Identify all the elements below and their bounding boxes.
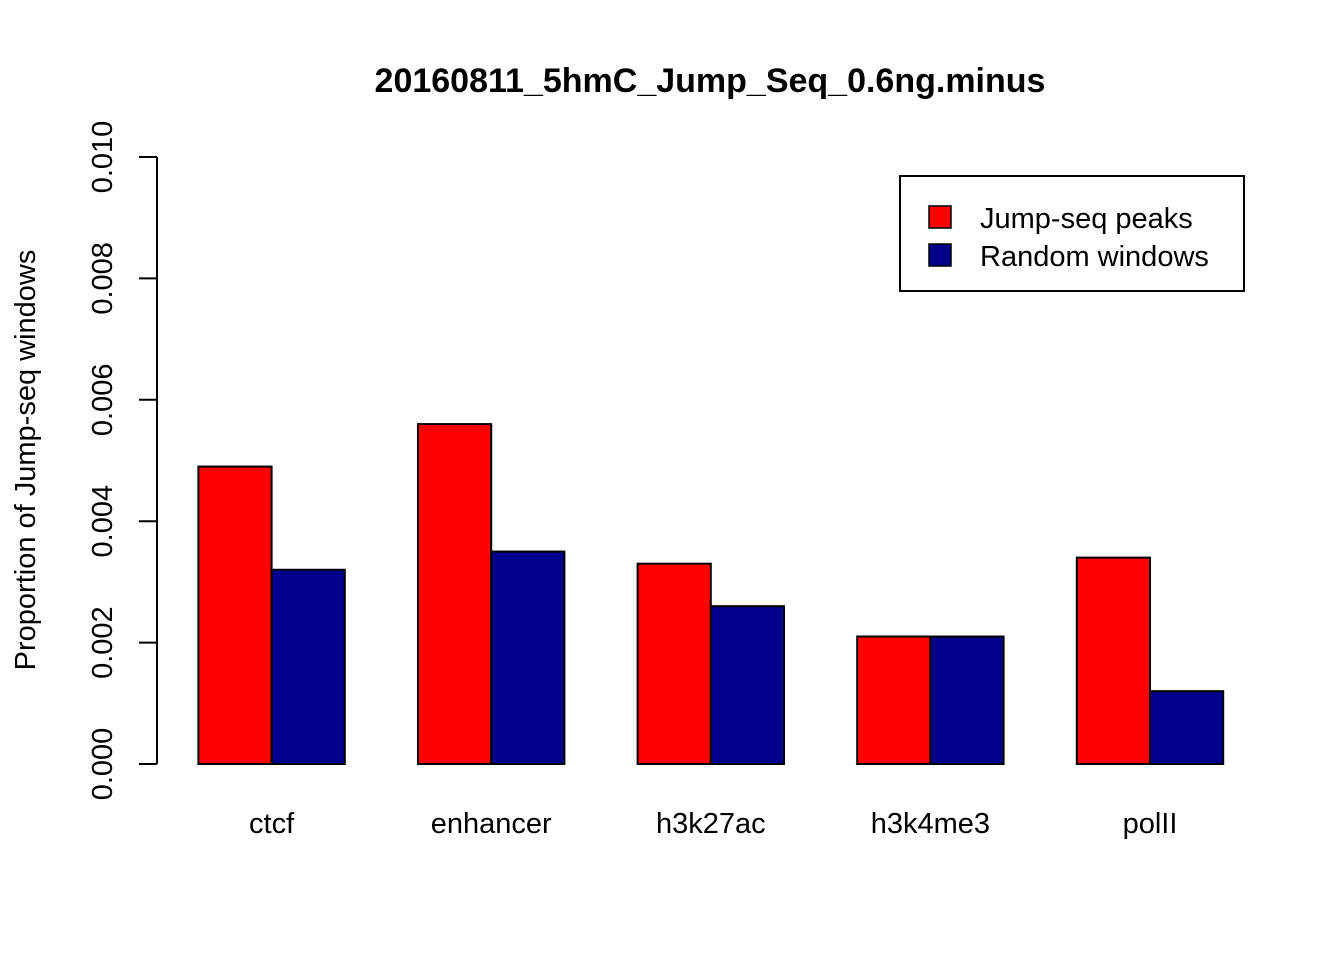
bar-polII-jump-seq-peaks (1075, 556, 1152, 765)
y-tick-label: 0.006 (87, 364, 119, 437)
category-labels: ctcf enhancer h3k27ac h3k4me3 polII (249, 808, 1177, 840)
legend-box (899, 175, 1245, 292)
bars (197, 423, 1225, 766)
bar-enhancer-jump-seq-peaks (417, 423, 493, 765)
y-tick-label: 0.004 (87, 485, 119, 558)
bar-h3k4me3-random-windows (929, 635, 1005, 766)
legend-swatch-random-windows (928, 243, 952, 267)
chart-title: 20160811_5hmC_Jump_Seq_0.6ng.minus (375, 62, 1046, 100)
y-tick-label: 0.008 (87, 242, 119, 315)
bar-polII-random-windows (1149, 690, 1225, 765)
y-axis-title: Proportion of Jump-seq windows (10, 250, 42, 671)
x-category-label: h3k4me3 (871, 808, 990, 840)
y-axis-ticks: 0.000 0.002 0.004 0.006 0.008 0.010 (87, 121, 157, 801)
x-category-label: enhancer (431, 808, 552, 840)
bar-enhancer-random-windows (490, 550, 566, 765)
bar-h3k4me3-jump-seq-peaks (856, 635, 932, 766)
y-tick-label: 0.002 (87, 606, 119, 679)
legend: Jump-seq peaks Random windows (899, 175, 1245, 292)
bar-h3k27ac-jump-seq-peaks (636, 562, 712, 765)
legend-label-jump-seq-peaks: Jump-seq peaks (980, 203, 1193, 235)
legend-label-random-windows: Random windows (980, 241, 1209, 273)
bar-ctcf-random-windows (270, 568, 346, 766)
y-tick-label: 0.000 (87, 728, 119, 801)
bar-ctcf-jump-seq-peaks (197, 465, 273, 765)
y-tick-label: 0.010 (87, 121, 119, 194)
legend-swatch-jump-seq-peaks (928, 205, 952, 229)
bar-h3k27ac-random-windows (709, 605, 785, 765)
x-category-label: h3k27ac (656, 808, 766, 840)
x-category-label: ctcf (249, 808, 295, 840)
x-category-label: polII (1123, 808, 1178, 840)
